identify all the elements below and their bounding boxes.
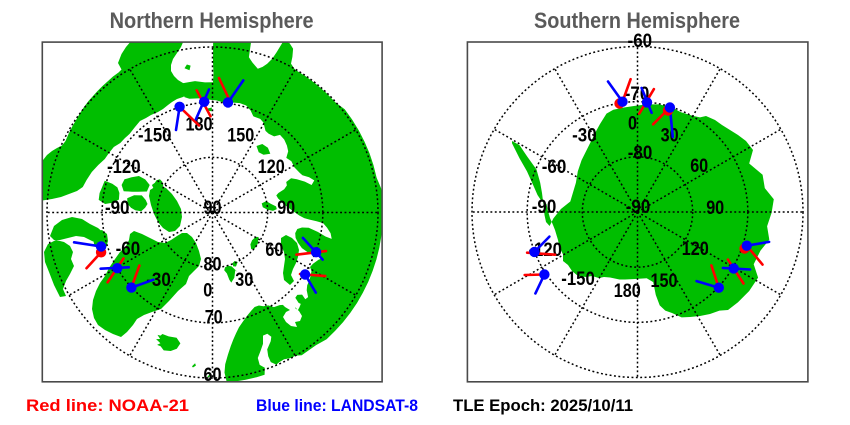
svg-text:-90: -90 bbox=[626, 197, 651, 218]
svg-text:150: 150 bbox=[227, 126, 254, 147]
svg-text:120: 120 bbox=[682, 239, 709, 260]
svg-text:90: 90 bbox=[706, 198, 724, 219]
svg-text:-120: -120 bbox=[107, 157, 141, 178]
svg-text:-90: -90 bbox=[532, 197, 557, 218]
svg-text:-30: -30 bbox=[146, 270, 171, 291]
svg-text:-80: -80 bbox=[628, 143, 653, 164]
svg-text:-60: -60 bbox=[628, 31, 653, 52]
svg-text:90: 90 bbox=[277, 198, 295, 219]
svg-text:150: 150 bbox=[651, 271, 678, 292]
svg-text:0: 0 bbox=[628, 113, 637, 134]
svg-text:70: 70 bbox=[205, 308, 223, 329]
svg-text:-90: -90 bbox=[105, 198, 130, 219]
svg-text:-150: -150 bbox=[561, 269, 595, 290]
svg-text:Northern Hemisphere: Northern Hemisphere bbox=[110, 8, 314, 33]
svg-text:-60: -60 bbox=[542, 157, 567, 178]
svg-text:90: 90 bbox=[204, 198, 222, 219]
svg-text:Red line: NOAA-21: Red line: NOAA-21 bbox=[26, 396, 189, 415]
svg-text:60: 60 bbox=[265, 240, 283, 261]
svg-text:Southern Hemisphere: Southern Hemisphere bbox=[534, 8, 740, 33]
svg-text:180: 180 bbox=[614, 281, 641, 302]
svg-text:-60: -60 bbox=[116, 239, 141, 260]
svg-text:TLE Epoch: 2025/10/11: TLE Epoch: 2025/10/11 bbox=[453, 396, 633, 415]
svg-text:80: 80 bbox=[204, 254, 222, 275]
svg-text:Blue line: LANDSAT-8: Blue line: LANDSAT-8 bbox=[256, 396, 418, 415]
svg-text:60: 60 bbox=[204, 365, 222, 386]
svg-text:30: 30 bbox=[235, 270, 253, 291]
svg-text:60: 60 bbox=[690, 156, 708, 177]
svg-text:30: 30 bbox=[661, 126, 679, 147]
svg-text:-30: -30 bbox=[572, 126, 597, 147]
svg-text:0: 0 bbox=[203, 281, 212, 302]
svg-text:120: 120 bbox=[258, 157, 285, 178]
svg-text:-150: -150 bbox=[138, 126, 172, 147]
